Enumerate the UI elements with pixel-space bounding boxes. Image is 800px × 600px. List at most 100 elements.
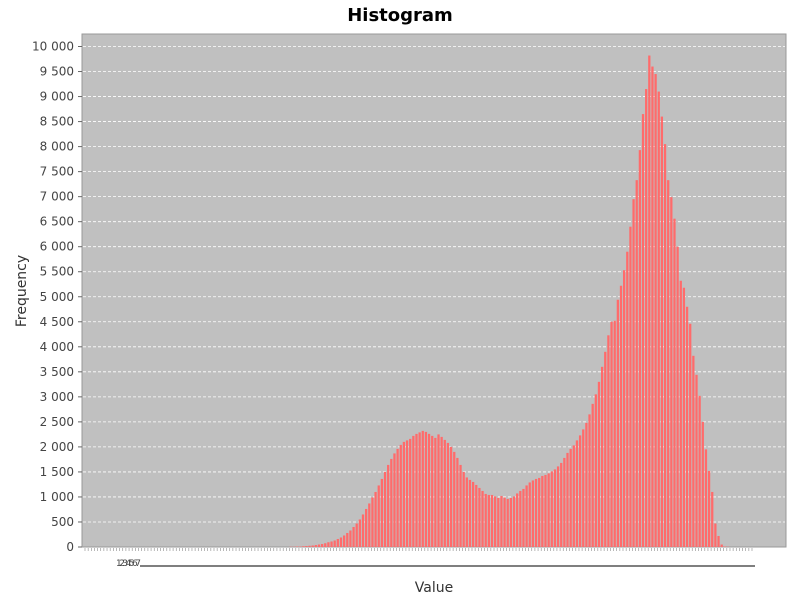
histogram-bar <box>346 532 349 547</box>
histogram-bar <box>654 74 657 547</box>
y-tick-label: 9 000 <box>40 90 74 104</box>
histogram-bar <box>481 490 484 547</box>
histogram-bar <box>434 437 437 547</box>
y-tick-label: 3 000 <box>40 390 74 404</box>
x-tick-label: 1 <box>116 559 122 569</box>
histogram-bar <box>651 66 654 547</box>
histogram-bar <box>399 444 402 547</box>
histogram-bar <box>575 440 579 547</box>
histogram-bar <box>660 116 664 547</box>
x-tick-label: 4 <box>126 559 132 569</box>
histogram-bar <box>626 251 629 547</box>
histogram-bar <box>689 323 692 547</box>
y-tick-label: 1 500 <box>40 465 74 479</box>
histogram-bar <box>641 114 645 547</box>
y-tick-label: 4 500 <box>40 315 74 329</box>
histogram-bar <box>538 477 541 547</box>
x-axis-label: Value <box>415 580 453 596</box>
histogram-bar <box>320 544 324 547</box>
histogram-bar <box>459 464 462 547</box>
histogram-bar <box>657 91 660 547</box>
y-tick-label: 7 500 <box>40 165 74 179</box>
histogram-bar <box>607 335 610 547</box>
histogram-bar <box>556 466 560 547</box>
y-axis: 0 500 1 000 1 500 2 000 2 500 3 000 3 500 4 000 4… <box>32 40 82 554</box>
histogram-bar <box>600 366 604 547</box>
histogram-bar <box>613 320 616 547</box>
histogram-bar <box>670 197 673 547</box>
histogram-bar <box>453 451 456 547</box>
histogram-bar <box>528 482 531 547</box>
histogram-bar <box>516 493 519 547</box>
histogram-bar <box>390 458 393 547</box>
y-tick-label: 2 500 <box>40 415 74 429</box>
histogram-bar <box>324 543 327 547</box>
histogram-bar <box>500 495 503 547</box>
y-tick-label: 0 <box>66 540 74 554</box>
histogram-bar <box>572 445 575 547</box>
histogram-bar <box>692 355 695 547</box>
histogram-bar <box>443 439 446 547</box>
histogram-bar <box>714 523 717 547</box>
histogram-bar <box>478 487 481 547</box>
histogram-bar <box>623 270 626 547</box>
histogram-bar <box>506 498 509 547</box>
histogram-bar <box>314 545 317 547</box>
histogram-bar <box>365 508 368 547</box>
histogram-bar <box>383 471 387 547</box>
histogram-bar <box>361 514 365 547</box>
histogram-bar <box>352 526 355 547</box>
histogram-bar <box>471 481 475 547</box>
histogram-bar <box>582 429 585 547</box>
histogram-bar <box>490 494 494 547</box>
histogram-bar <box>497 497 500 547</box>
x-tick-label: 6 <box>132 559 138 569</box>
histogram-bar <box>616 299 619 547</box>
histogram-bar <box>645 89 648 548</box>
histogram-bar <box>519 490 522 547</box>
histogram-bar <box>550 471 553 547</box>
y-tick-label: 500 <box>51 515 74 529</box>
x-tick-label: 7 <box>135 559 141 569</box>
histogram-bar <box>509 497 513 547</box>
y-tick-label: 6 000 <box>40 240 74 254</box>
histogram-bar <box>339 537 343 547</box>
histogram-bar <box>405 440 409 547</box>
histogram-bar <box>336 538 339 547</box>
y-tick-label: 1 000 <box>40 490 74 504</box>
histogram-bar <box>358 519 361 547</box>
histogram-bar <box>717 535 720 547</box>
histogram-bar <box>604 351 607 547</box>
y-axis-label: Frequency <box>14 255 30 327</box>
histogram-bar <box>475 484 478 547</box>
x-tick-label: 5 <box>129 559 135 569</box>
histogram-bars <box>289 55 730 548</box>
histogram-bar <box>701 421 704 547</box>
histogram-bar <box>676 246 679 547</box>
histogram-bar <box>305 546 308 547</box>
histogram-bar <box>295 546 299 547</box>
histogram-bar <box>619 285 623 547</box>
histogram-bar <box>566 452 569 547</box>
histogram-bar <box>424 431 428 547</box>
histogram-bar <box>534 478 538 547</box>
histogram-bar <box>522 488 525 547</box>
histogram-bar <box>330 541 333 547</box>
y-tick-label: 10 000 <box>32 40 74 54</box>
histogram-bar <box>409 438 412 547</box>
histogram-bar <box>648 55 651 548</box>
histogram-bar <box>462 471 465 547</box>
y-tick-label: 8 500 <box>40 115 74 129</box>
histogram-bar <box>418 432 421 547</box>
x-tick-label: 2 <box>119 559 125 569</box>
histogram-bar <box>302 546 305 547</box>
histogram-bar <box>503 497 506 547</box>
y-tick-label: 4 000 <box>40 340 74 354</box>
histogram-bar <box>449 446 453 547</box>
histogram-bar <box>569 448 572 547</box>
y-tick-label: 7 000 <box>40 190 74 204</box>
histogram-bar <box>371 497 374 547</box>
histogram-bar <box>638 150 642 548</box>
